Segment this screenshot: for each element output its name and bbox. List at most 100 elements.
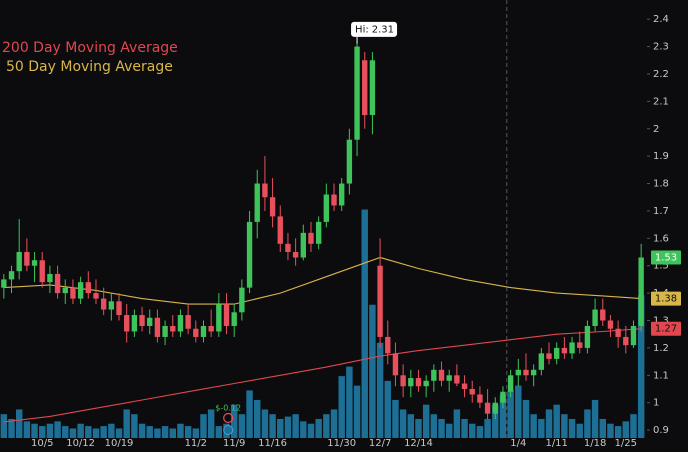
candle-body [162, 325, 168, 337]
candle-body [454, 375, 460, 384]
candle-body [231, 312, 237, 326]
candle-body [515, 369, 521, 376]
candle-body [607, 320, 614, 329]
candle-body [423, 380, 429, 387]
candle-body [24, 252, 30, 266]
candle-body [154, 317, 161, 337]
y-tick-label: 2.4 [653, 14, 669, 25]
candle-body [492, 402, 498, 414]
candle-body [200, 325, 207, 337]
volume-bar [338, 376, 345, 438]
volume-bar [200, 414, 207, 438]
candle-body [600, 309, 606, 321]
candle-body [623, 336, 629, 346]
volume-bar [538, 418, 545, 438]
volume-bar [469, 423, 476, 438]
candle-body [323, 194, 330, 222]
y-tick-label: 1.8 [653, 179, 669, 190]
candle-body [369, 60, 376, 116]
volume-bar [100, 426, 107, 438]
candle-body [100, 298, 107, 310]
candle-body [54, 273, 61, 294]
candle-body [131, 315, 138, 332]
volume-bar [614, 426, 622, 438]
volume-bar [23, 421, 31, 438]
volume-bar [207, 409, 215, 438]
candle-body [507, 375, 514, 392]
candle-body [584, 325, 591, 348]
legend-entry: 200 Day Moving Average [2, 40, 178, 56]
volume-bar [54, 421, 61, 438]
price-tag-box [651, 321, 681, 336]
volume-bar [438, 418, 445, 438]
x-tick-label: 1/25 [615, 438, 637, 449]
x-tick-label: 11/2 [185, 438, 207, 449]
volume-bar [445, 423, 453, 438]
candle-body [438, 369, 445, 381]
candle-body [561, 347, 568, 354]
candle-body [139, 315, 145, 326]
candle-body [461, 383, 468, 389]
volume-bar [607, 423, 614, 438]
x-tick-label: 11/9 [223, 438, 245, 449]
x-tick-label: 10/19 [105, 438, 134, 449]
volume-bar [85, 426, 92, 438]
volume-bar [422, 404, 430, 438]
candle-body [1, 279, 7, 288]
candle-body [392, 353, 399, 376]
high-label-value: 2.31 [372, 24, 394, 35]
candle-body [484, 402, 491, 414]
volume-bar [568, 418, 576, 438]
volume-bar [307, 423, 315, 438]
volume-bar [545, 409, 553, 438]
volume-bar [522, 399, 530, 438]
volume-bar [323, 414, 330, 438]
high-label-prefix: Hi: [355, 24, 369, 35]
candle-body [85, 282, 91, 294]
volume-bar [46, 423, 54, 438]
y-tick-label: 2 [653, 124, 659, 135]
volume-bar [177, 423, 184, 438]
volume-bar [484, 418, 491, 438]
y-tick-label: 1.1 [653, 370, 669, 381]
volume-bar [369, 304, 376, 438]
volume-bar [39, 426, 46, 438]
volume-bar [361, 209, 368, 438]
y-tick-label: 1.9 [653, 151, 669, 162]
candle-body [408, 378, 414, 387]
candle-body [362, 60, 368, 116]
volume-bar [376, 342, 384, 438]
volume-bar [515, 385, 522, 438]
y-tick-label: 1 [653, 398, 659, 409]
candle-body [354, 46, 360, 140]
volume-bar [230, 404, 238, 438]
volume-bar [591, 399, 599, 438]
volume-bar [169, 428, 176, 438]
candle-body [108, 301, 115, 310]
volume-bar [507, 390, 514, 438]
candle-body [77, 282, 84, 299]
volume-bar [277, 418, 284, 438]
candle-body [170, 325, 176, 332]
candle-body [308, 232, 314, 244]
high-label-box [351, 21, 398, 37]
volume-bar [353, 385, 361, 438]
candle-body [546, 353, 552, 359]
high-label: Hi: 2.31 [355, 24, 394, 35]
volume-bar [561, 414, 568, 438]
volume-bar [384, 380, 391, 438]
volume-bar [284, 416, 292, 438]
volume-bar [407, 414, 415, 438]
candle-body [116, 301, 122, 316]
candle-body [31, 260, 38, 266]
x-tick-label: 12/7 [369, 438, 391, 449]
earnings-icon [223, 412, 234, 424]
candle-body [269, 197, 276, 217]
y-tick-label: 0.9 [653, 425, 669, 436]
volume-bar [476, 426, 484, 438]
price-tag: 1.38 [655, 294, 677, 305]
candle-body [124, 315, 130, 332]
candle-body [16, 252, 22, 272]
candle-body [477, 394, 483, 403]
